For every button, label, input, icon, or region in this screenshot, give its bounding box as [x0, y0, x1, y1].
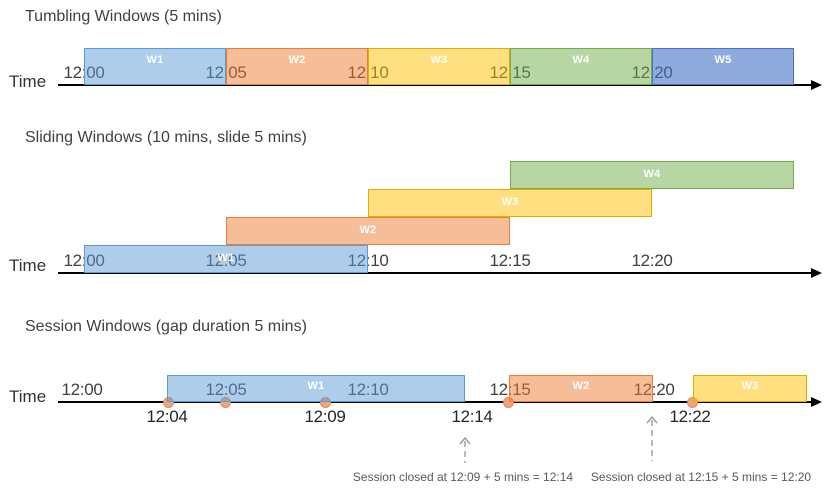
- window-bar-w1: [167, 375, 465, 402]
- axis-tick-label: 12:20: [631, 251, 673, 270]
- session-close-arrow-icon: [646, 415, 658, 462]
- time-axis-label-sliding: Time: [9, 256, 47, 275]
- window-bar-label: W4: [643, 168, 661, 180]
- event-dot: [687, 397, 698, 408]
- window-bar-w1: [84, 245, 368, 273]
- event-time-label: 12:09: [304, 407, 346, 426]
- time-axis-label-tumbling: Time: [9, 72, 47, 91]
- timeline-axis-session: [58, 401, 812, 403]
- window-bar-w3: [368, 189, 652, 217]
- window-bar-label: W3: [741, 380, 759, 392]
- window-bar-label: W2: [572, 380, 590, 392]
- window-bar-w3: [693, 375, 807, 402]
- section-title-tumbling-windows: Tumbling Windows (5 mins): [25, 8, 222, 25]
- axis-tick-label: 12:00: [61, 380, 103, 399]
- timeline-axis-sliding: [58, 272, 812, 274]
- window-bar-w2: [226, 48, 368, 85]
- time-axis-label-session: Time: [9, 387, 47, 406]
- window-bar-label: W2: [288, 54, 306, 66]
- window-bar-w3: [368, 48, 510, 85]
- timeline-arrowhead-icon: [811, 80, 822, 90]
- window-bar-w1: [84, 48, 226, 85]
- window-bar-label: W1: [217, 252, 235, 264]
- section-title-sliding-windows: Sliding Windows (10 mins, slide 5 mins): [25, 129, 307, 146]
- axis-tick-label: 12:15: [489, 251, 531, 270]
- event-dot: [503, 397, 514, 408]
- window-bar-label: W1: [146, 54, 164, 66]
- timeline-axis-tumbling: [58, 84, 812, 86]
- window-bar-label: W4: [572, 54, 590, 66]
- window-bar-w2: [226, 217, 510, 245]
- event-time-label: 12:14: [451, 407, 493, 426]
- session-close-arrow-icon: [459, 436, 471, 464]
- timeline-arrowhead-icon: [811, 397, 822, 407]
- window-bar-label: W1: [307, 380, 325, 392]
- event-time-label: 12:22: [669, 407, 711, 426]
- window-bar-label: W2: [359, 224, 377, 236]
- session-close-annotation: Session closed at 12:15 + 5 mins = 12:20: [590, 470, 812, 484]
- section-title-session-windows: Session Windows (gap duration 5 mins): [25, 318, 307, 335]
- window-bar-label: W3: [501, 196, 519, 208]
- window-bar-w5: [652, 48, 794, 85]
- timeline-arrowhead-icon: [811, 268, 822, 278]
- event-time-label: 12:04: [146, 407, 188, 426]
- window-bar-w4: [510, 48, 652, 85]
- session-close-annotation: Session closed at 12:09 + 5 mins = 12:14: [352, 470, 574, 484]
- window-bar-w2: [509, 375, 653, 402]
- window-bar-label: W5: [714, 54, 732, 66]
- window-bar-w4: [510, 161, 794, 189]
- window-bar-label: W3: [430, 54, 448, 66]
